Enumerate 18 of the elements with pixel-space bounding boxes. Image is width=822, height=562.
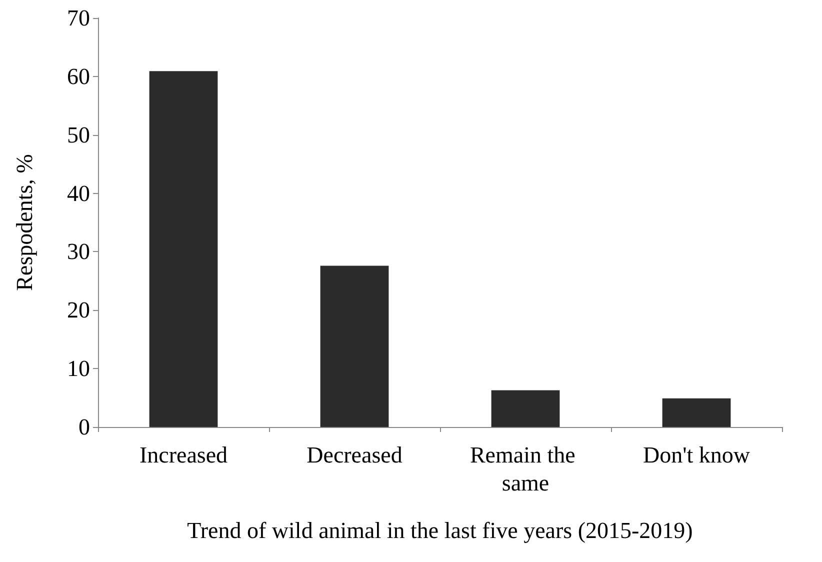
- bar: [491, 390, 560, 427]
- x-tick-label: Don't know: [642, 442, 750, 468]
- x-tick-label: Remain the same: [470, 442, 582, 496]
- y-tick-label: 40: [67, 180, 90, 206]
- y-tick-label: 20: [67, 298, 90, 323]
- y-tick-label: 60: [67, 64, 90, 89]
- y-tick-label: 0: [78, 414, 90, 440]
- x-tick-label: Increased: [139, 442, 228, 468]
- x-axis-title: Trend of wild animal in the last five years (2015-2019): [187, 518, 693, 543]
- bar: [149, 71, 218, 427]
- y-tick-label: 30: [67, 239, 90, 264]
- bar: [662, 398, 731, 427]
- y-axis-title: Respodents, %: [12, 154, 37, 291]
- y-tick-label: 10: [67, 356, 90, 382]
- y-tick-label: 70: [67, 6, 90, 30]
- x-tick-label: Decreased: [306, 442, 403, 468]
- y-tick-label: 50: [67, 122, 90, 148]
- bar: [320, 266, 389, 427]
